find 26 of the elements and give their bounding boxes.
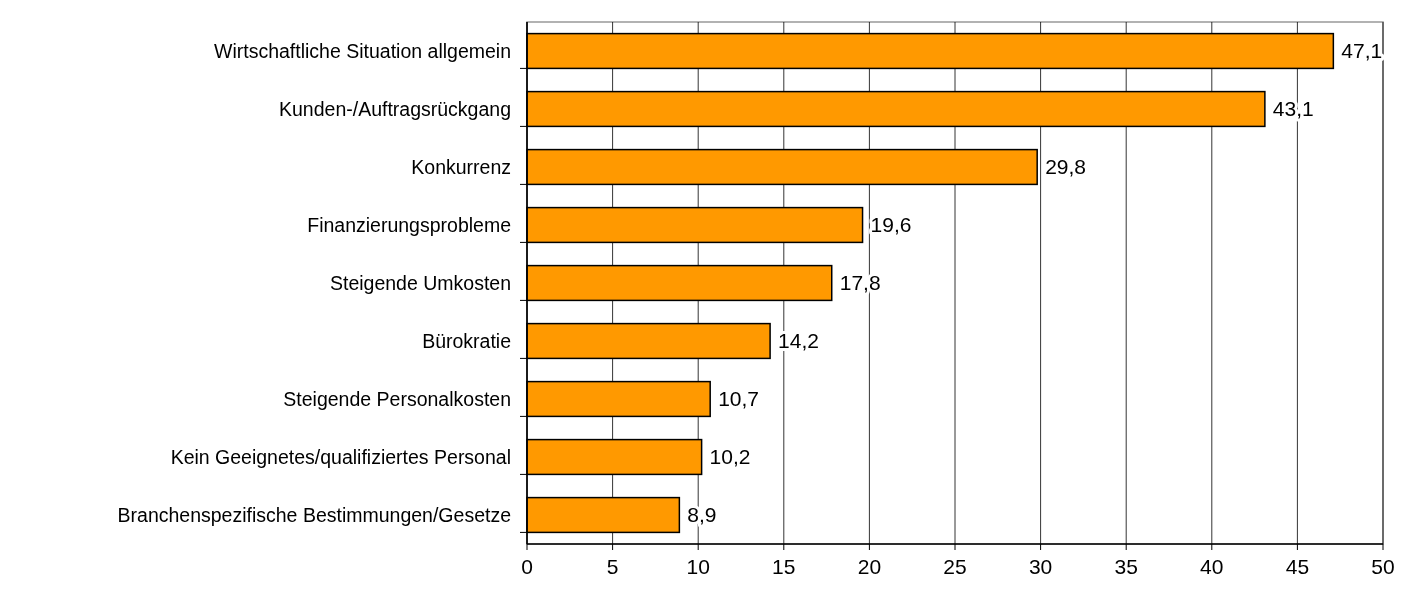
x-tick-label: 45 <box>1285 555 1310 578</box>
data-label: 10,7 <box>718 387 760 411</box>
x-tick-label: 10 <box>686 555 710 578</box>
data-label: 8,9 <box>687 503 717 527</box>
y-tick-label: Wirtschaftliche Situation allgemein <box>214 39 511 62</box>
y-tick-label: Kein Geeignetes/qualifiziertes Personal <box>170 445 511 468</box>
x-tick-label: 25 <box>943 555 967 578</box>
x-tick-label: 20 <box>857 555 882 578</box>
data-label: 10,2 <box>709 445 751 469</box>
x-tick-label: 30 <box>1028 555 1053 578</box>
data-label: 19,6 <box>870 213 912 237</box>
y-tick-label: Branchenspezifische Bestimmungen/Gesetze <box>117 503 511 526</box>
data-label: 29,8 <box>1045 155 1087 179</box>
x-tick-label: 0 <box>521 555 533 578</box>
y-tick-label: Bürokratie <box>422 329 511 352</box>
data-label: 47,1 <box>1341 39 1383 63</box>
y-tick-label: Finanzierungsprobleme <box>307 213 511 236</box>
y-tick-label: Kunden-/Auftragsrückgang <box>279 97 511 120</box>
x-tick-label: 35 <box>1114 555 1138 578</box>
x-tick-label: 15 <box>772 555 796 578</box>
y-tick-label: Konkurrenz <box>411 155 511 178</box>
x-tick-label: 40 <box>1200 555 1224 578</box>
x-tick-label: 50 <box>1371 555 1395 578</box>
y-tick-label: Steigende Personalkosten <box>283 387 511 410</box>
y-tick-label: Steigende Umkosten <box>329 271 511 294</box>
x-tick-label: 5 <box>606 555 619 578</box>
